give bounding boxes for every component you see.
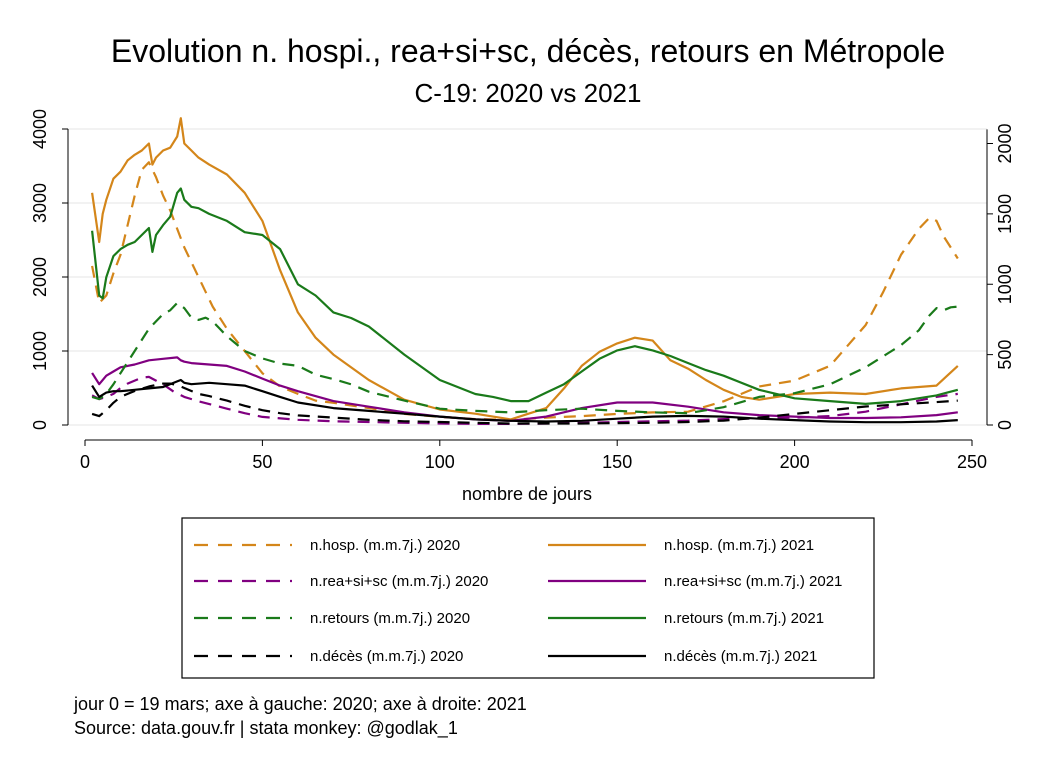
series-line-5 [91, 187, 959, 405]
series-line-0 [91, 161, 959, 421]
y-right-tick-label: 1500 [995, 194, 1015, 234]
y-right-tick-label: 500 [995, 340, 1015, 370]
y-right-tick-label: 2000 [995, 123, 1015, 163]
legend: n.hosp. (m.m.7j.) 2020 n.hosp. (m.m.7j.) … [181, 517, 875, 679]
legend-box [181, 517, 875, 679]
x-tick-label: 50 [252, 452, 272, 472]
legend-label-7: n.décès (m.m.7j.) 2021 [664, 648, 817, 665]
y-left-tick-label: 3000 [30, 183, 50, 223]
legend-label-0: n.hosp. (m.m.7j.) 2020 [310, 537, 460, 554]
x-tick-label: 150 [602, 452, 632, 472]
y-left-tick-label: 2000 [30, 257, 50, 297]
y-left-tick-label: 4000 [30, 109, 50, 149]
y-left-tick-label: 1000 [30, 331, 50, 371]
plot-area: 0 1000 2000 3000 4000 0 500 1000 1500 2000 0 50 100 1… [30, 109, 1015, 472]
chart-subtitle: C-19: 2020 vs 2021 [415, 78, 642, 108]
axes: 0 1000 2000 3000 4000 0 500 1000 1500 2000 0 50 100 1… [30, 109, 1015, 472]
legend-label-5: n.retours (m.m.7j.) 2021 [664, 610, 824, 627]
y-right-tick-label: 1000 [995, 264, 1015, 304]
x-axis-label: nombre de jours [462, 484, 592, 504]
grid-lines [68, 128, 987, 426]
series-lines [91, 117, 959, 425]
legend-label-3: n.rea+si+sc (m.m.7j.) 2021 [664, 573, 842, 590]
series-line-3 [91, 356, 958, 422]
legend-label-2: n.rea+si+sc (m.m.7j.) 2020 [310, 573, 488, 590]
legend-label-1: n.hosp. (m.m.7j.) 2021 [664, 537, 814, 554]
series-line-1 [91, 117, 959, 421]
y-right-tick-label: 0 [995, 420, 1015, 430]
series-line-2 [91, 375, 958, 425]
legend-label-6: n.décès (m.m.7j.) 2020 [310, 648, 463, 665]
footnote-source: Source: data.gouv.fr | stata monkey: @go… [74, 718, 458, 739]
x-tick-label: 100 [425, 452, 455, 472]
series-line-6 [91, 382, 958, 425]
x-tick-label: 200 [780, 452, 810, 472]
chart-title: Evolution n. hospi., rea+si+sc, décès, r… [111, 33, 945, 69]
y-left-tick-label: 0 [30, 420, 50, 430]
legend-label-4: n.retours (m.m.7j.) 2020 [310, 610, 470, 627]
x-tick-label: 0 [80, 452, 90, 472]
series-line-7 [91, 378, 958, 424]
x-tick-label: 250 [957, 452, 987, 472]
footnote-day-zero: jour 0 = 19 mars; axe à gauche: 2020; ax… [73, 694, 527, 714]
